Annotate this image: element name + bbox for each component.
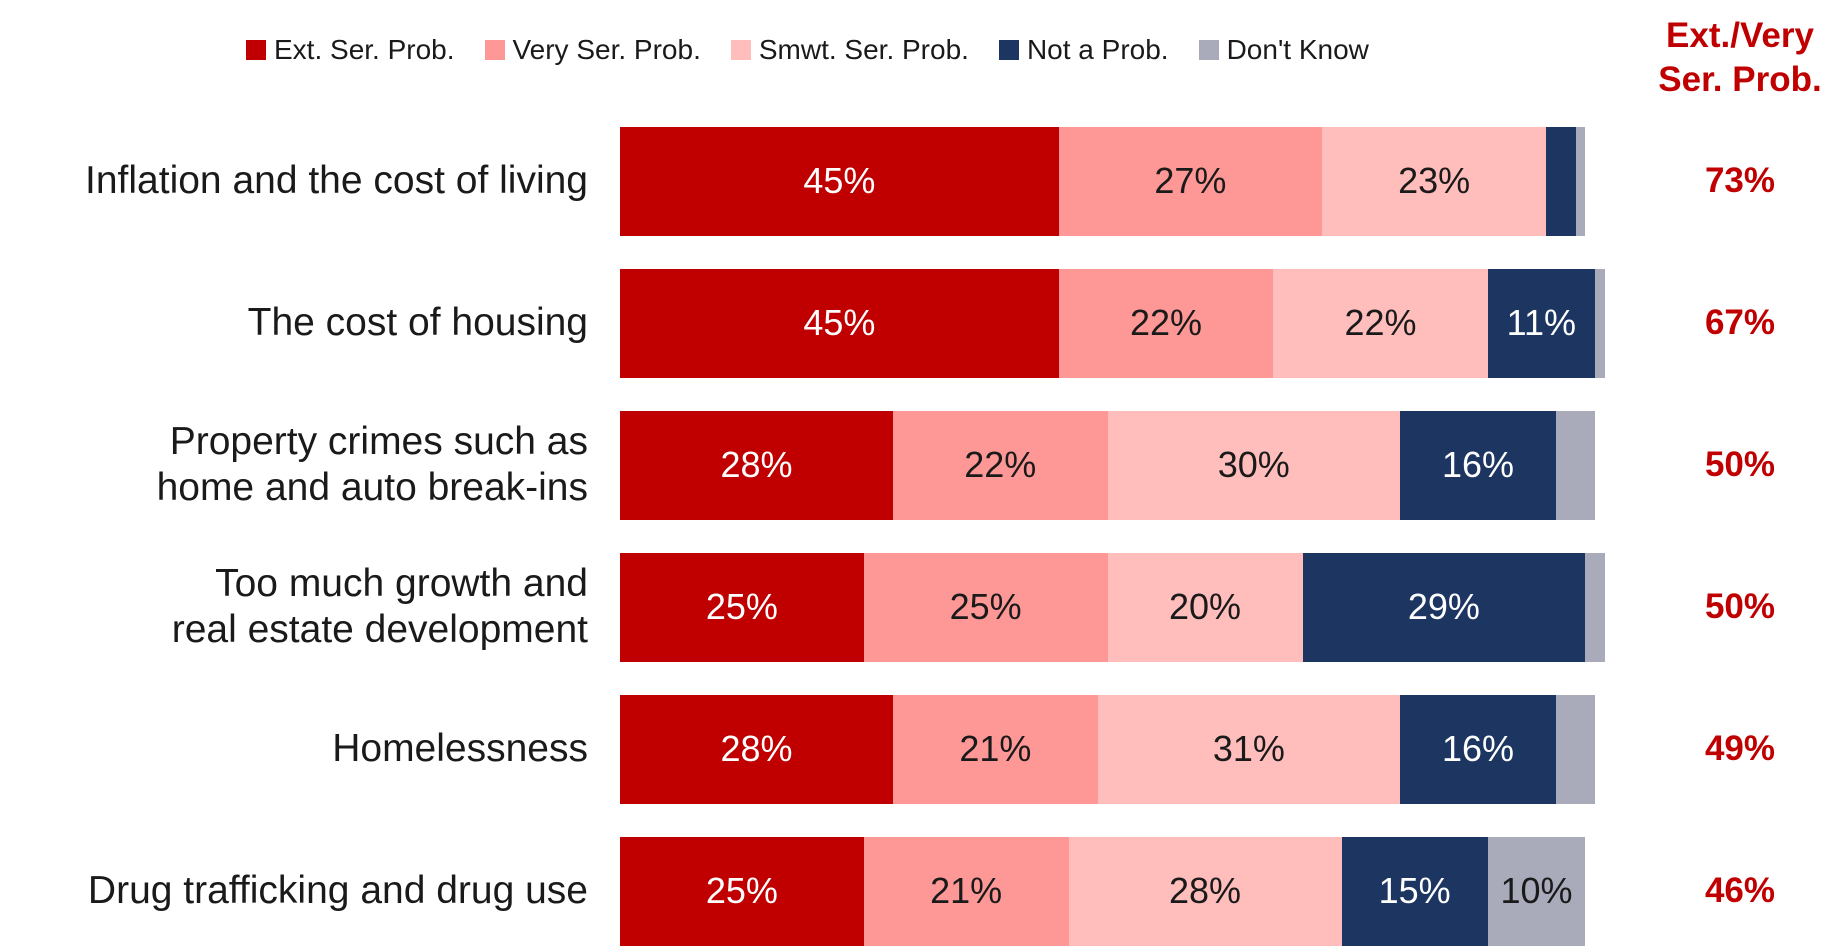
- data-label: 29%: [1407, 586, 1480, 627]
- bar-segment: [1585, 552, 1605, 662]
- total-label: 46%: [1704, 871, 1776, 910]
- legend-swatch: [246, 40, 266, 60]
- data-label: 45%: [803, 160, 876, 201]
- legend: Ext. Ser. Prob. Very Ser. Prob. Smwt. Ser.…: [246, 34, 1369, 66]
- legend-swatch: [1198, 40, 1219, 60]
- data-label: 27%: [1154, 160, 1227, 201]
- data-label: 16%: [1441, 728, 1515, 769]
- category-label: The cost of housing: [247, 301, 588, 344]
- legend-label: Don't Know: [1226, 34, 1369, 65]
- data-label: 31%: [1212, 728, 1285, 769]
- data-label: 28%: [720, 728, 793, 769]
- data-label: 16%: [1441, 444, 1515, 485]
- data-label: 25%: [705, 586, 778, 627]
- legend-label: Smwt. Ser. Prob.: [758, 34, 969, 65]
- totals-header: Ext./Very Ser. Prob.: [1658, 16, 1822, 99]
- data-label: 21%: [930, 870, 1003, 911]
- total-label: 50%: [1704, 587, 1776, 626]
- total-label: 67%: [1704, 303, 1776, 342]
- category-label: Property crimes such as home and auto br…: [156, 420, 588, 509]
- data-label: 22%: [1129, 302, 1203, 343]
- bar-segment: 28%: [620, 410, 893, 520]
- data-label: 22%: [1344, 302, 1417, 343]
- bar-segment: 20%: [1107, 552, 1303, 662]
- data-label: 25%: [705, 870, 778, 911]
- data-label: 20%: [1168, 586, 1242, 627]
- bar-segment: [1556, 694, 1595, 804]
- bar-segment: 23%: [1322, 126, 1547, 236]
- data-label: 28%: [1168, 870, 1242, 911]
- data-label: 25%: [949, 586, 1022, 627]
- total-label: 50%: [1704, 445, 1776, 484]
- bar-segment: 45%: [620, 268, 1059, 378]
- legend-item: Not a Prob.: [998, 34, 1169, 66]
- bar-segment: 22%: [1273, 268, 1488, 378]
- legend-label: Not a Prob.: [1026, 34, 1169, 65]
- bar-segment: [1556, 410, 1595, 520]
- bar-segment: 11%: [1487, 268, 1595, 378]
- bar-segment: 15%: [1341, 836, 1488, 946]
- bar-segment: 16%: [1400, 410, 1556, 520]
- bar-segment: 31%: [1097, 694, 1400, 804]
- bar-segment: 21%: [863, 836, 1069, 946]
- bar-segment: 16%: [1400, 694, 1556, 804]
- bar-segment: 28%: [1068, 836, 1342, 946]
- legend-label: Very Ser. Prob.: [512, 34, 701, 65]
- bar-segment: [1595, 268, 1605, 378]
- bar-segment: 45%: [620, 126, 1059, 236]
- bar-segment: 25%: [863, 552, 1108, 662]
- bar-segment: 21%: [893, 694, 1098, 804]
- bar-segment: [1546, 126, 1576, 236]
- bar-segment: [1575, 126, 1586, 236]
- bar-segment: 29%: [1302, 552, 1586, 662]
- data-label: 30%: [1217, 444, 1290, 485]
- legend-label: Ext. Ser. Prob.: [274, 34, 455, 65]
- total-label: 49%: [1704, 729, 1776, 768]
- data-label: 10%: [1500, 870, 1573, 911]
- legend-item: Don't Know: [1198, 34, 1369, 66]
- category-label: Inflation and the cost of living: [85, 159, 588, 202]
- legend-item: Very Ser. Prob.: [484, 34, 701, 66]
- legend-item: Smwt. Ser. Prob.: [730, 34, 969, 66]
- bar-segment: 22%: [893, 410, 1108, 520]
- legend-swatch: [730, 40, 751, 60]
- data-label: 28%: [720, 444, 793, 485]
- bar-segment: 27%: [1058, 126, 1322, 236]
- data-label: 23%: [1398, 160, 1471, 201]
- data-label: 11%: [1506, 302, 1577, 343]
- bar-segment: 25%: [620, 836, 864, 946]
- category-label: Drug trafficking and drug use: [87, 869, 588, 912]
- bar-segment: 10%: [1487, 836, 1586, 946]
- legend-swatch: [484, 40, 505, 60]
- data-label: 15%: [1378, 870, 1451, 911]
- bar-segment: 25%: [620, 552, 864, 662]
- bar-segment: 30%: [1107, 410, 1400, 520]
- category-label: Too much growth and real estate developm…: [171, 562, 588, 651]
- data-label: 22%: [964, 444, 1037, 485]
- bar-segment: 28%: [620, 694, 893, 804]
- category-label: Homelessness: [332, 727, 588, 770]
- bar-segment: 22%: [1058, 268, 1274, 378]
- legend-item: Ext. Ser. Prob.: [246, 34, 455, 66]
- total-label: 73%: [1704, 161, 1776, 200]
- data-label: 45%: [803, 302, 876, 343]
- legend-swatch: [998, 40, 1019, 60]
- data-label: 21%: [959, 728, 1032, 769]
